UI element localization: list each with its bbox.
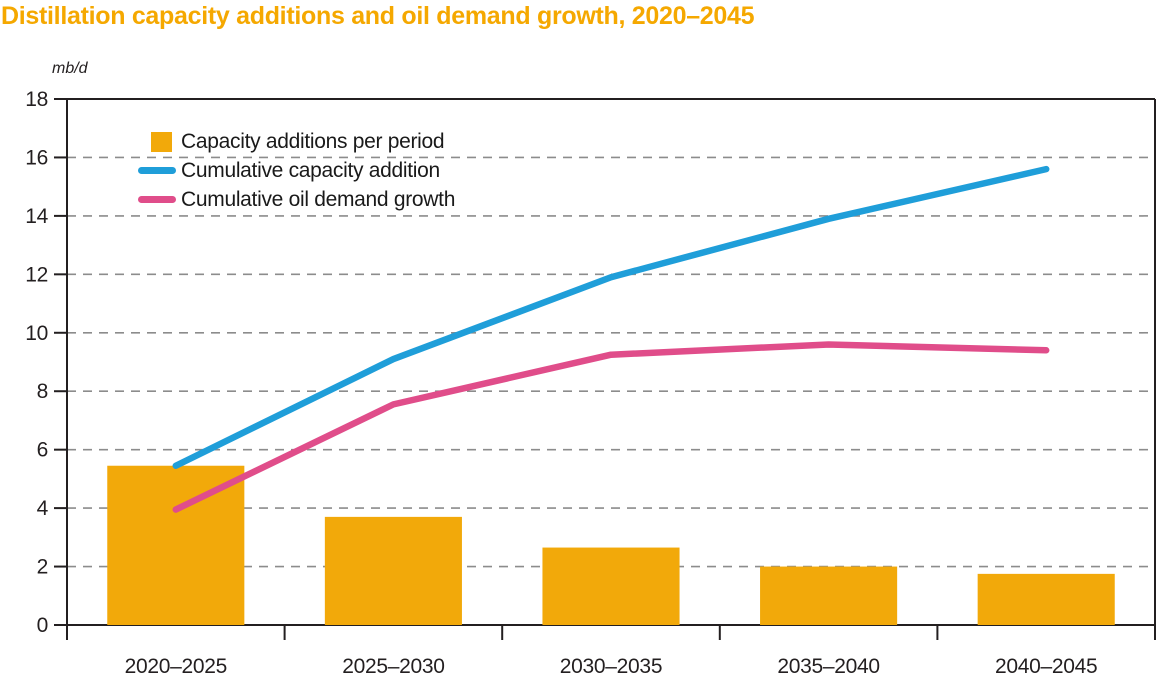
x-tick-label-2: 2030–2035	[560, 655, 662, 677]
y-tick-label-0: 0	[37, 614, 48, 637]
legend-label-cumulative-demand: Cumulative oil demand growth	[181, 187, 456, 211]
chart-plot-area: 0 2 4 6 8 10 12 14 16 18 2020–2025 2025–2030 2030–20…	[25, 88, 1156, 677]
x-tick-label-3: 2035–2040	[777, 655, 879, 677]
bar-0	[107, 465, 245, 625]
legend-label-cumulative-capacity: Cumulative capacity addition	[181, 158, 440, 182]
cumulative-capacity-line	[172, 165, 1050, 469]
x-tick-label-0: 2020–2025	[125, 655, 227, 677]
bar-1	[324, 516, 462, 625]
x-tick-label-1: 2025–2030	[342, 655, 444, 677]
y-tick-label-12: 12	[25, 263, 48, 286]
x-tick-label-4: 2040–2045	[995, 655, 1097, 677]
legend-item-cumulative-demand: Cumulative oil demand growth	[138, 185, 455, 214]
y-tick-label-16: 16	[25, 146, 48, 169]
y-tick-label-10: 10	[25, 322, 48, 345]
cumulative-demand-line	[172, 341, 1050, 513]
y-tick-label-18: 18	[25, 88, 48, 111]
bar-3	[760, 566, 898, 625]
chart-legend: Capacity additions per period Cumulative…	[138, 127, 455, 214]
y-tick-label-4: 4	[37, 497, 49, 520]
y-tick-label-2: 2	[37, 556, 48, 579]
bar-swatch-icon	[151, 131, 172, 152]
legend-label-capacity-additions: Capacity additions per period	[181, 129, 445, 153]
y-tick-label-8: 8	[37, 380, 48, 403]
y-tick-label-6: 6	[37, 439, 48, 462]
chart-title: Distillation capacity additions and oil …	[1, 2, 755, 30]
y-tick-label-14: 14	[25, 205, 48, 228]
y-axis-unit-label: mb/d	[52, 60, 88, 77]
demand-line-swatch-icon	[138, 196, 176, 203]
legend-item-capacity-additions: Capacity additions per period	[138, 127, 455, 156]
capacity-line-swatch-icon	[138, 167, 176, 174]
legend-item-cumulative-capacity: Cumulative capacity addition	[138, 156, 455, 185]
bar-2	[542, 547, 680, 625]
bar-4	[977, 573, 1115, 625]
